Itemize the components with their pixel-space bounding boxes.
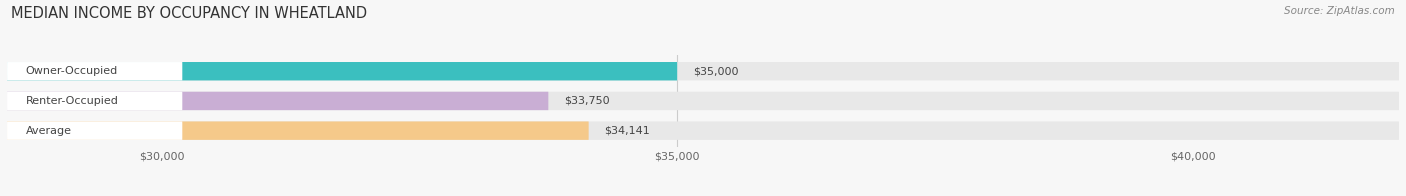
Text: Source: ZipAtlas.com: Source: ZipAtlas.com — [1284, 6, 1395, 16]
FancyBboxPatch shape — [7, 92, 1399, 110]
FancyBboxPatch shape — [7, 62, 1399, 80]
Text: Owner-Occupied: Owner-Occupied — [25, 66, 118, 76]
FancyBboxPatch shape — [7, 62, 183, 80]
FancyBboxPatch shape — [7, 122, 1399, 140]
FancyBboxPatch shape — [7, 62, 678, 80]
FancyBboxPatch shape — [7, 92, 183, 110]
FancyBboxPatch shape — [7, 122, 183, 140]
FancyBboxPatch shape — [7, 92, 183, 110]
FancyBboxPatch shape — [7, 92, 548, 110]
Text: Renter-Occupied: Renter-Occupied — [25, 96, 118, 106]
FancyBboxPatch shape — [7, 122, 589, 140]
FancyBboxPatch shape — [7, 62, 183, 80]
Text: $35,000: $35,000 — [693, 66, 738, 76]
Text: MEDIAN INCOME BY OCCUPANCY IN WHEATLAND: MEDIAN INCOME BY OCCUPANCY IN WHEATLAND — [11, 6, 367, 21]
Text: Average: Average — [25, 126, 72, 136]
FancyBboxPatch shape — [7, 122, 183, 140]
Text: $33,750: $33,750 — [564, 96, 609, 106]
Text: $34,141: $34,141 — [605, 126, 650, 136]
